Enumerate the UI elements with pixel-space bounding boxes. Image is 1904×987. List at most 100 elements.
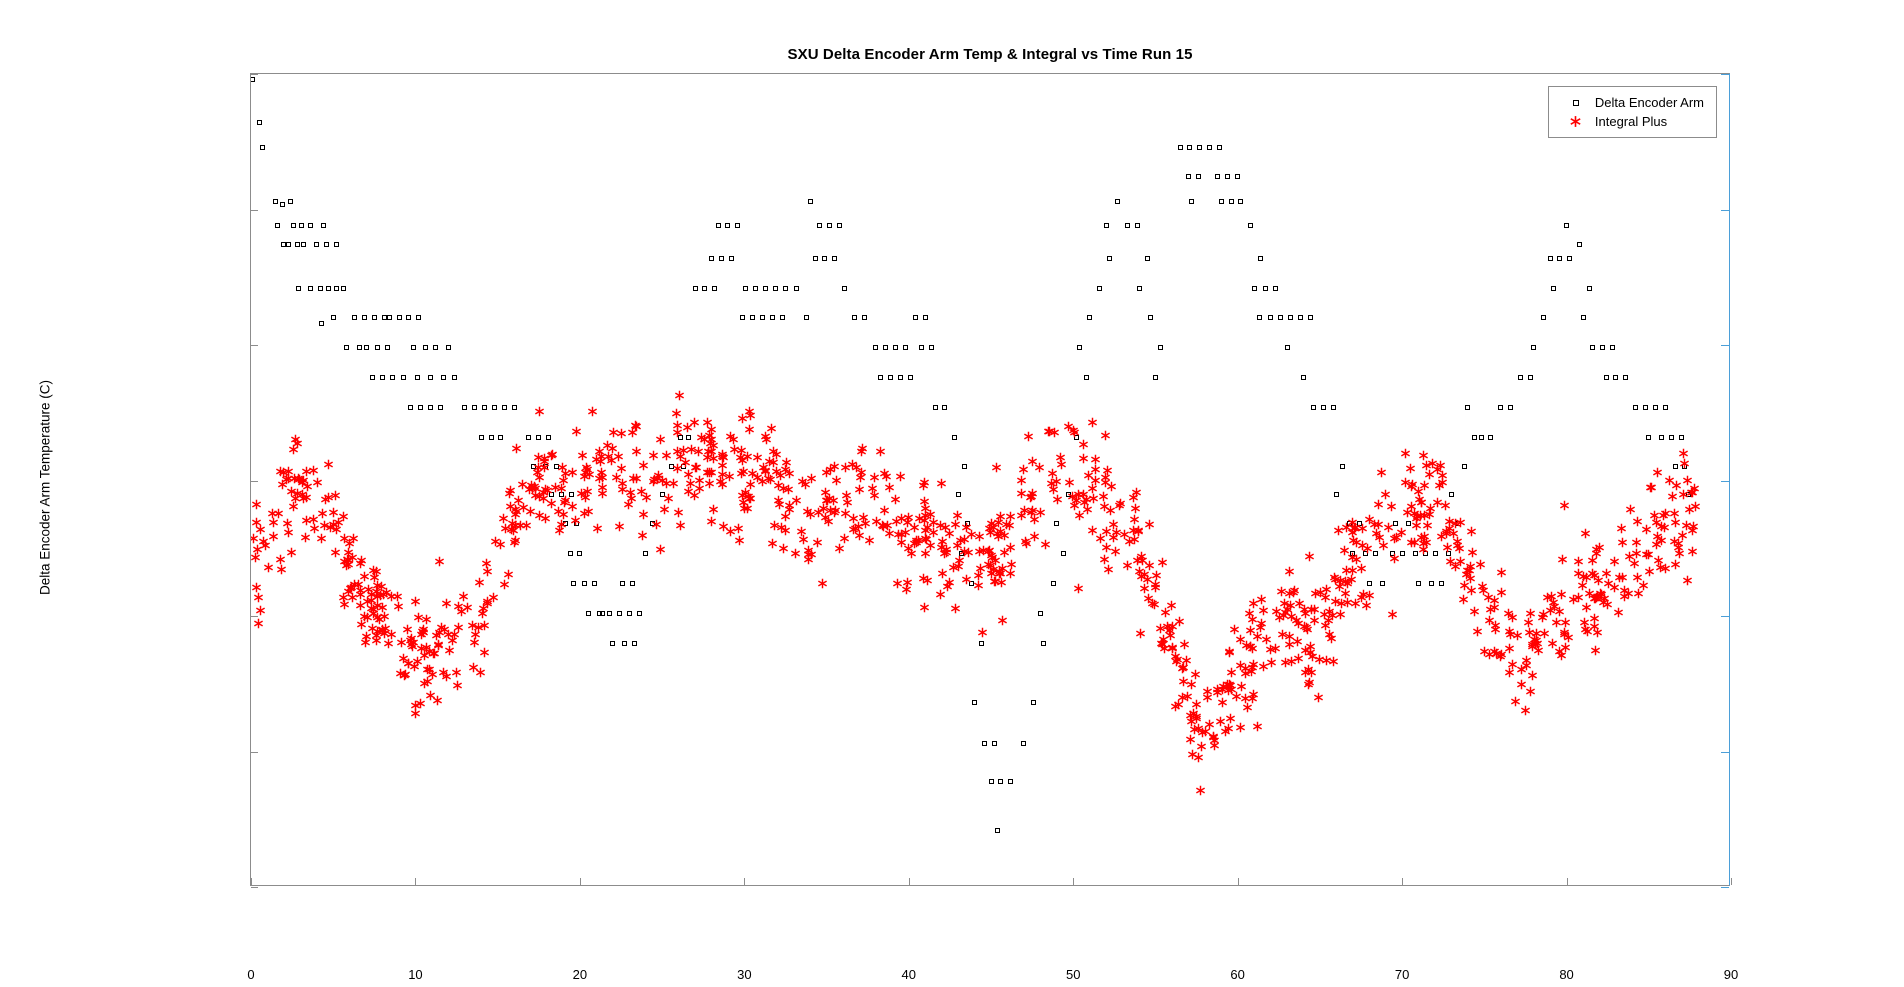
legend-item-integral-plus[interactable]: Integral Plus <box>1557 112 1704 131</box>
data-point-integral-plus <box>1350 598 1361 609</box>
data-point-integral-plus <box>1421 537 1432 548</box>
data-point-integral-plus <box>841 490 852 501</box>
data-point-integral-plus <box>1244 608 1255 619</box>
data-point-integral-plus <box>319 520 330 531</box>
legend-item-delta-encoder-arm[interactable]: Delta Encoder Arm <box>1557 93 1704 112</box>
data-point-integral-plus <box>901 584 912 595</box>
data-point-delta-encoder-arm <box>585 610 591 616</box>
data-point-integral-plus <box>763 473 774 484</box>
data-point-integral-plus <box>1246 666 1257 677</box>
data-point-integral-plus <box>425 690 436 701</box>
data-point-delta-encoder-arm <box>1488 434 1494 440</box>
data-point-delta-encoder-arm <box>291 223 297 229</box>
data-point-integral-plus <box>790 548 801 559</box>
data-point-integral-plus <box>1386 501 1397 512</box>
data-point-delta-encoder-arm <box>511 404 517 410</box>
data-point-integral-plus <box>1302 624 1313 635</box>
data-point-integral-plus <box>1294 598 1305 609</box>
data-point-integral-plus <box>1248 659 1259 670</box>
data-point-integral-plus <box>884 482 895 493</box>
data-point-delta-encoder-arm <box>1646 434 1652 440</box>
data-point-integral-plus <box>255 605 266 616</box>
data-point-integral-plus <box>1686 487 1697 498</box>
data-point-integral-plus <box>348 533 359 544</box>
data-point-integral-plus <box>974 531 985 542</box>
data-point-integral-plus <box>1133 525 1144 536</box>
data-point-integral-plus <box>1190 669 1201 680</box>
data-point-integral-plus <box>1132 555 1143 566</box>
data-point-integral-plus <box>1504 667 1515 678</box>
data-point-delta-encoder-arm <box>735 223 741 229</box>
data-point-integral-plus <box>432 695 443 706</box>
data-point-delta-encoder-arm <box>408 404 413 410</box>
data-point-integral-plus <box>988 522 999 533</box>
data-point-integral-plus <box>1678 448 1689 459</box>
data-point-integral-plus <box>966 529 977 540</box>
data-point-integral-plus <box>1323 615 1334 626</box>
x-axis-tick-label: 80 <box>1559 967 1574 982</box>
data-point-integral-plus <box>317 508 328 519</box>
legend[interactable]: Delta Encoder Arm Integral Plus <box>1547 86 1717 138</box>
data-point-integral-plus <box>1098 491 1109 502</box>
data-point-integral-plus <box>1505 629 1516 640</box>
data-point-integral-plus <box>359 571 370 582</box>
data-point-integral-plus <box>774 499 785 510</box>
y-axis-tick <box>251 209 258 211</box>
x-axis-tick <box>1731 878 1732 885</box>
data-point-integral-plus <box>948 562 959 573</box>
data-point-delta-encoder-arm <box>929 345 935 351</box>
x-axis-tick <box>908 878 910 885</box>
data-point-integral-plus <box>369 572 380 583</box>
data-point-integral-plus <box>1537 612 1548 623</box>
data-point-integral-plus <box>343 547 354 558</box>
data-point-integral-plus <box>737 413 748 424</box>
data-point-integral-plus <box>1579 617 1590 628</box>
data-point-integral-plus <box>702 452 713 463</box>
data-point-integral-plus <box>1383 522 1394 533</box>
data-point-integral-plus <box>1223 723 1234 734</box>
data-point-integral-plus <box>696 432 707 443</box>
data-point-integral-plus <box>690 462 701 473</box>
data-point-integral-plus <box>1644 566 1655 577</box>
data-point-delta-encoder-arm <box>606 610 612 616</box>
data-point-integral-plus <box>717 469 728 480</box>
data-point-integral-plus <box>724 471 735 482</box>
data-point-delta-encoder-arm <box>1041 640 1047 646</box>
data-point-integral-plus <box>1255 622 1266 633</box>
data-point-delta-encoder-arm <box>873 345 879 351</box>
data-point-integral-plus <box>1247 614 1258 625</box>
data-point-integral-plus <box>1525 686 1536 697</box>
data-point-integral-plus <box>1020 536 1031 547</box>
data-point-integral-plus <box>290 434 301 445</box>
data-point-delta-encoder-arm <box>842 285 848 291</box>
data-point-integral-plus <box>1136 571 1147 582</box>
data-point-integral-plus <box>1040 539 1051 550</box>
data-point-integral-plus <box>339 533 350 544</box>
y-axis-right-tick <box>1721 345 1729 346</box>
data-point-integral-plus <box>1491 648 1502 659</box>
data-point-delta-encoder-arm <box>380 375 386 381</box>
data-point-integral-plus <box>1459 580 1470 591</box>
data-point-delta-encoder-arm <box>361 315 367 321</box>
data-point-integral-plus <box>1348 535 1359 546</box>
data-point-integral-plus <box>973 570 984 581</box>
data-point-integral-plus <box>1525 608 1536 619</box>
data-point-integral-plus <box>864 535 875 546</box>
data-point-integral-plus <box>734 535 745 546</box>
data-point-integral-plus <box>567 501 578 512</box>
data-point-delta-encoder-arm <box>1124 223 1130 229</box>
data-point-integral-plus <box>829 507 840 518</box>
data-point-integral-plus <box>1496 649 1507 660</box>
data-point-integral-plus <box>1592 627 1603 638</box>
data-point-delta-encoder-arm <box>274 223 280 229</box>
data-point-integral-plus <box>1048 484 1059 495</box>
data-point-delta-encoder-arm <box>952 434 958 440</box>
data-point-delta-encoder-arm <box>330 315 336 321</box>
y-axis-tick <box>251 887 258 888</box>
x-axis-tick-label: 90 <box>1723 967 1739 982</box>
data-point-integral-plus <box>1144 560 1155 571</box>
data-point-integral-plus <box>375 590 386 601</box>
data-point-integral-plus <box>398 653 409 664</box>
data-point-integral-plus <box>1069 427 1080 438</box>
data-point-integral-plus <box>1361 600 1372 611</box>
